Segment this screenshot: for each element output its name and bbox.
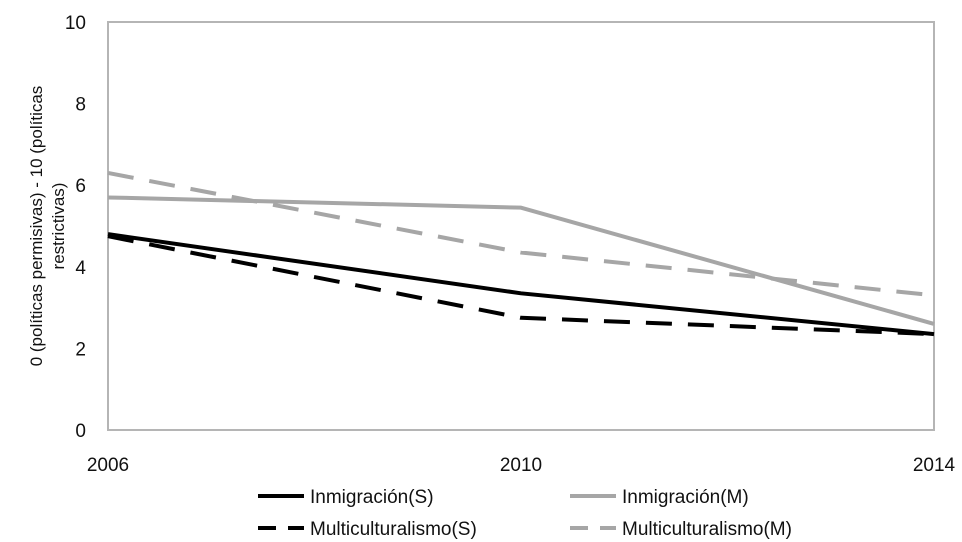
legend-label: Inmigración(S) (310, 487, 434, 508)
x-tick-label: 2010 (500, 455, 542, 476)
legend-label: Multiculturalismo(M) (622, 519, 792, 540)
legend-label: Multiculturalismo(S) (310, 519, 477, 540)
x-tick-label: 2006 (87, 455, 129, 476)
legend: Inmigración(S) Inmigración(M) Multicultura… (258, 487, 792, 540)
y-tick-label: 0 (75, 421, 86, 442)
series-line-1 (107, 232, 935, 337)
y-axis-label-line-2: restrictivas) (49, 183, 68, 270)
y-tick-label: 10 (65, 13, 86, 34)
x-tick-label: 2014 (913, 455, 956, 476)
series-lines (107, 170, 935, 337)
y-tick-label: 8 (75, 95, 86, 116)
series-line-4 (107, 170, 935, 298)
y-tick-label: 2 (75, 339, 86, 360)
series-line-3 (107, 234, 935, 337)
y-tick-label: 4 (75, 258, 86, 279)
y-axis-ticks: 0 2 4 6 8 10 (65, 13, 87, 442)
y-tick-label: 6 (75, 176, 86, 197)
plot-area (107, 21, 935, 431)
y-axis-label-line-1: 0 (políticas permisivas) - 10 (políticas (27, 86, 46, 367)
x-axis-ticks: 2006 2010 2014 (87, 455, 956, 476)
legend-label: Inmigración(M) (622, 487, 749, 508)
